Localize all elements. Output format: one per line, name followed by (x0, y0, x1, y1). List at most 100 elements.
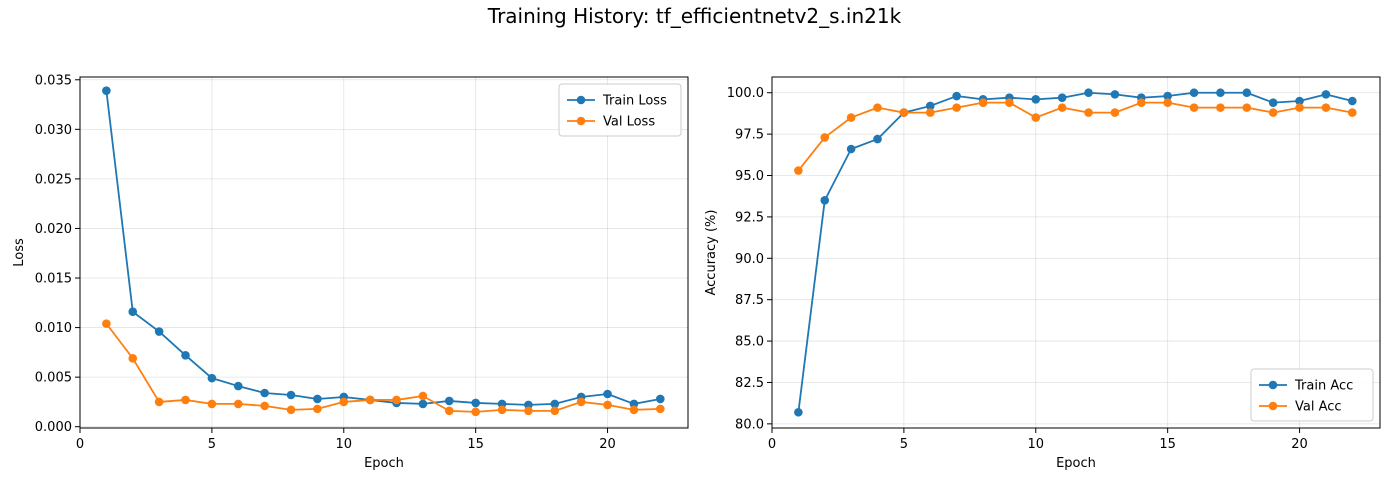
val-acc-point (1163, 98, 1172, 107)
val-acc-point (1295, 103, 1304, 112)
val-loss-legend-marker (576, 116, 586, 126)
accuracy-ytick-label-0: 80.0 (735, 417, 764, 432)
loss-ylabel: Loss (12, 238, 27, 267)
train-loss-point (444, 396, 454, 406)
val-loss-point (207, 399, 217, 409)
accuracy-legend-box (1250, 368, 1374, 422)
loss-ytick-label-7: 0.035 (35, 73, 72, 88)
loss-ytick-label-2: 0.010 (35, 321, 72, 336)
train-loss-point (629, 399, 639, 409)
val-loss-point (260, 401, 269, 411)
val-acc-point (925, 108, 935, 117)
loss-ytick-label-0: 0.000 (35, 420, 72, 435)
val-loss-point (392, 395, 401, 405)
train-acc-point (794, 407, 803, 417)
val-loss-point (418, 391, 428, 401)
accuracy-xtick-label-1: 5 (900, 437, 908, 452)
train-loss-point (260, 388, 269, 398)
val-acc-point (978, 98, 988, 107)
loss-ytick-label-5: 0.025 (35, 172, 72, 187)
val-loss-point (365, 395, 375, 405)
val-acc-point (1216, 103, 1225, 112)
val-acc-point (1189, 103, 1199, 112)
train-acc-point (1110, 90, 1120, 99)
val-acc-point (1136, 98, 1146, 107)
loss-xtick-label-2: 10 (336, 437, 353, 452)
val-acc-point (1348, 108, 1357, 117)
train-acc-point (1189, 88, 1199, 98)
accuracy-ytick-label-7: 97.5 (735, 128, 764, 143)
val-acc-point (899, 108, 909, 117)
accuracy-ylabel: Accuracy (%) (704, 210, 719, 296)
train-loss-point (418, 399, 428, 409)
train-loss-point (471, 398, 480, 408)
train-acc-point (1031, 95, 1041, 104)
val-loss-point (471, 407, 480, 417)
accuracy-xtick-label-4: 20 (1291, 437, 1308, 452)
loss-legend: Train Loss Val Loss (558, 83, 682, 137)
val-loss-point (576, 397, 586, 407)
train-acc-point (1084, 88, 1093, 98)
train-loss-point (154, 327, 164, 336)
train-loss-point (128, 307, 138, 317)
loss-xtick-label-0: 0 (76, 437, 84, 452)
train-acc-point (1242, 88, 1252, 98)
val-loss-point (497, 405, 507, 415)
val-acc-point (952, 103, 961, 112)
loss-xtick-label-3: 15 (467, 437, 484, 452)
train-acc-line (797, 91, 1353, 413)
train-acc-point (1295, 96, 1304, 106)
train-acc-point (1057, 93, 1067, 102)
val-loss-point (181, 395, 190, 405)
train-loss-point (313, 394, 322, 404)
train-loss-legend-marker (576, 95, 586, 105)
train-acc-legend-label: Train Acc (1294, 379, 1353, 394)
loss-axes-frame (79, 76, 689, 429)
val-loss-point (629, 405, 639, 415)
val-acc-point (846, 113, 856, 122)
val-acc-point (1321, 103, 1331, 112)
train-acc-legend-marker (1268, 380, 1278, 390)
train-loss-point (497, 399, 507, 409)
accuracy-xtick-label-3: 15 (1159, 437, 1176, 452)
val-loss-point (233, 399, 243, 409)
accuracy-ytick-label-6: 95.0 (735, 169, 764, 184)
train-loss-legend-label: Train Loss (602, 94, 667, 109)
val-loss-point (102, 319, 111, 328)
val-acc-point (1268, 108, 1278, 117)
val-loss-point (339, 397, 349, 407)
train-loss-point (603, 389, 612, 399)
loss-xtick-label-1: 5 (208, 437, 216, 452)
val-loss-point (128, 354, 138, 363)
loss-legend-box (558, 83, 682, 137)
val-acc-point (820, 133, 830, 142)
train-loss-point (102, 86, 111, 95)
loss-xtick-label-4: 20 (599, 437, 616, 452)
val-acc-legend-marker (1268, 401, 1278, 411)
accuracy-ytick-label-5: 92.5 (735, 210, 764, 225)
val-loss-point (444, 406, 454, 416)
val-acc-point (873, 103, 882, 112)
loss-ytick-label-1: 0.005 (35, 371, 72, 386)
train-acc-point (820, 196, 830, 205)
val-acc-point (1110, 108, 1120, 117)
train-loss-point (656, 394, 665, 404)
accuracy-ytick-label-3: 87.5 (735, 293, 764, 308)
val-acc-point (794, 166, 803, 175)
train-acc-point (1321, 90, 1331, 99)
train-acc-point (873, 134, 882, 144)
train-loss-point (524, 400, 533, 410)
accuracy-ytick-label-8: 100.0 (727, 86, 764, 101)
val-loss-point (550, 406, 560, 416)
val-acc-line (797, 101, 1353, 172)
accuracy-xtick-label-0: 0 (768, 437, 776, 452)
train-acc-point (846, 144, 856, 154)
val-acc-point (1031, 113, 1041, 122)
val-acc-point (1057, 103, 1067, 112)
loss-ytick-label-3: 0.015 (35, 272, 72, 287)
val-loss-point (313, 404, 322, 414)
accuracy-ytick-label-4: 90.0 (735, 252, 764, 267)
accuracy-xlabel: Epoch (1056, 456, 1096, 471)
train-acc-point (1268, 98, 1278, 107)
